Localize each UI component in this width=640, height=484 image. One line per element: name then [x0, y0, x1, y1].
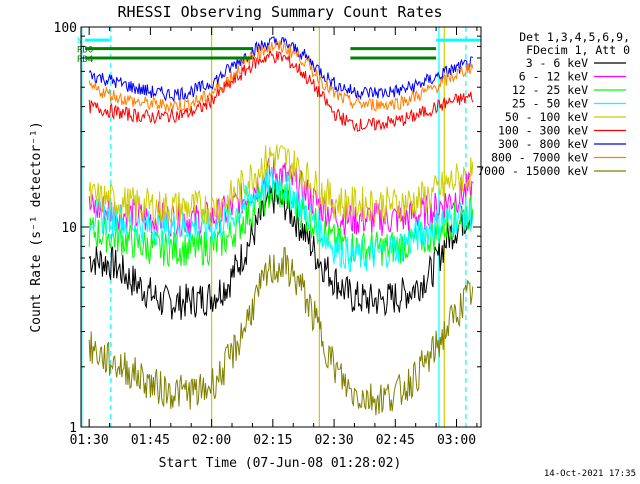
trace-label-rd4: RD4: [77, 55, 93, 65]
legend-label-5: 50 - 100 keV: [505, 110, 588, 124]
legend-label-1: 3 - 6 keV: [526, 56, 588, 70]
legend: Det 1,3,4,5,6,9, FDecim 1, Att 0 3 - 6 k…: [477, 30, 630, 178]
series-group: [81, 27, 481, 427]
legend-label-7: 300 - 800 keV: [498, 137, 588, 151]
x-axis-label: Start Time (07-Jun-08 01:28:02): [159, 456, 402, 471]
timestamp: 14-Oct-2021 17:35: [544, 469, 636, 479]
x-tick-label: 03:00: [437, 433, 476, 448]
series-line-2: [88, 156, 474, 238]
y-tick-label: 1: [69, 421, 77, 436]
legend-label-3: 12 - 25 keV: [512, 83, 588, 97]
legend-header-line-2: FDecim 1, Att 0: [526, 43, 630, 57]
y-axis-label: Count Rate (s⁻¹ detector⁻¹): [29, 121, 44, 332]
x-tick-label: 01:30: [70, 433, 109, 448]
x-tick-label: 02:45: [376, 433, 415, 448]
trace-label-rd0: RD0: [77, 46, 93, 56]
series-line-9: [88, 247, 474, 416]
legend-label-8: 800 - 7000 keV: [491, 151, 588, 165]
legend-label-6: 100 - 300 keV: [498, 124, 588, 138]
legend-label-9: 7000 - 15000 keV: [477, 164, 588, 178]
x-tick-label: 01:45: [131, 433, 170, 448]
legend-label-4: 25 - 50 keV: [512, 97, 588, 111]
y-tick-label: 10: [61, 221, 77, 236]
axes-layer: 01:30 01:45 02:00 02:15 02:30 02:45 03:00 1 10 10…: [54, 21, 482, 448]
series-line-6: [88, 49, 474, 132]
chart-title: RHESSI Observing Summary Count Rates: [117, 3, 442, 21]
trace-label-n: N: [77, 37, 82, 47]
x-tick-label: 02:00: [192, 433, 231, 448]
series-line-4: [88, 166, 474, 272]
legend-label-2: 6 - 12 keV: [519, 70, 588, 84]
x-tick-label: 02:30: [314, 433, 353, 448]
x-tick-label: 02:15: [253, 433, 292, 448]
y-tick-label: 100: [54, 21, 77, 36]
legend-header-line-1: Det 1,3,4,5,6,9,: [519, 30, 630, 44]
series-line-8: [88, 40, 474, 113]
series-line-5: [88, 144, 474, 226]
series-line-1: [88, 181, 474, 320]
